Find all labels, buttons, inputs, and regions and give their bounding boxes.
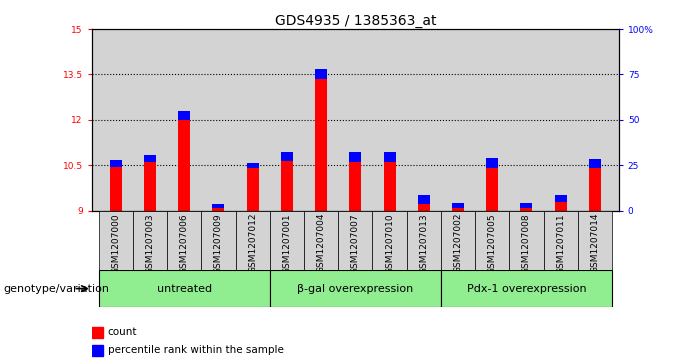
- Bar: [144, 162, 156, 211]
- Bar: [555, 202, 566, 211]
- Bar: [315, 79, 327, 211]
- Bar: [270, 211, 304, 270]
- Bar: [441, 270, 612, 307]
- Bar: [589, 159, 601, 168]
- Text: β-gal overexpression: β-gal overexpression: [297, 284, 413, 294]
- Bar: [441, 211, 475, 270]
- Bar: [92, 327, 103, 338]
- Bar: [578, 211, 612, 270]
- Text: GSM1207003: GSM1207003: [146, 213, 154, 274]
- Text: Pdx-1 overexpression: Pdx-1 overexpression: [466, 284, 586, 294]
- Bar: [315, 69, 327, 79]
- Bar: [452, 203, 464, 208]
- Bar: [109, 160, 122, 167]
- Text: genotype/variation: genotype/variation: [3, 284, 109, 294]
- Bar: [486, 158, 498, 168]
- Bar: [338, 211, 373, 270]
- Text: GSM1207010: GSM1207010: [385, 213, 394, 274]
- Bar: [201, 211, 235, 270]
- Bar: [247, 163, 258, 168]
- Bar: [178, 120, 190, 211]
- Text: GSM1207005: GSM1207005: [488, 213, 496, 274]
- Bar: [589, 168, 601, 211]
- Text: GSM1207009: GSM1207009: [214, 213, 223, 274]
- Text: GSM1207011: GSM1207011: [556, 213, 565, 274]
- Bar: [350, 162, 361, 211]
- Bar: [384, 152, 396, 162]
- Bar: [99, 211, 133, 270]
- Bar: [543, 211, 578, 270]
- Bar: [384, 162, 396, 211]
- Text: GSM1207001: GSM1207001: [282, 213, 291, 274]
- Bar: [178, 111, 190, 120]
- Text: GSM1207013: GSM1207013: [420, 213, 428, 274]
- Text: GSM1207004: GSM1207004: [317, 213, 326, 273]
- Bar: [235, 211, 270, 270]
- Bar: [418, 204, 430, 211]
- Text: count: count: [107, 327, 137, 337]
- Bar: [92, 345, 103, 356]
- Text: GSM1207006: GSM1207006: [180, 213, 188, 274]
- Bar: [555, 195, 566, 202]
- Bar: [509, 211, 543, 270]
- Text: GSM1207012: GSM1207012: [248, 213, 257, 273]
- Bar: [212, 204, 224, 208]
- Text: percentile rank within the sample: percentile rank within the sample: [107, 345, 284, 355]
- Text: GSM1207002: GSM1207002: [454, 213, 462, 273]
- Text: GSM1207014: GSM1207014: [590, 213, 599, 273]
- Bar: [281, 160, 293, 211]
- Bar: [304, 211, 338, 270]
- Bar: [133, 211, 167, 270]
- Bar: [373, 211, 407, 270]
- Bar: [475, 211, 509, 270]
- Bar: [520, 203, 532, 208]
- Bar: [452, 208, 464, 211]
- Text: GSM1207008: GSM1207008: [522, 213, 531, 274]
- Bar: [144, 155, 156, 162]
- Bar: [486, 168, 498, 211]
- Bar: [109, 167, 122, 211]
- Text: GSM1207000: GSM1207000: [112, 213, 120, 274]
- Title: GDS4935 / 1385363_at: GDS4935 / 1385363_at: [275, 14, 436, 28]
- Text: GSM1207007: GSM1207007: [351, 213, 360, 274]
- Bar: [270, 270, 441, 307]
- Bar: [99, 270, 270, 307]
- Bar: [350, 152, 361, 162]
- Bar: [520, 208, 532, 211]
- Bar: [247, 168, 258, 211]
- Bar: [212, 208, 224, 211]
- Bar: [167, 211, 201, 270]
- Bar: [281, 152, 293, 160]
- Text: untreated: untreated: [156, 284, 211, 294]
- Bar: [418, 195, 430, 204]
- Bar: [407, 211, 441, 270]
